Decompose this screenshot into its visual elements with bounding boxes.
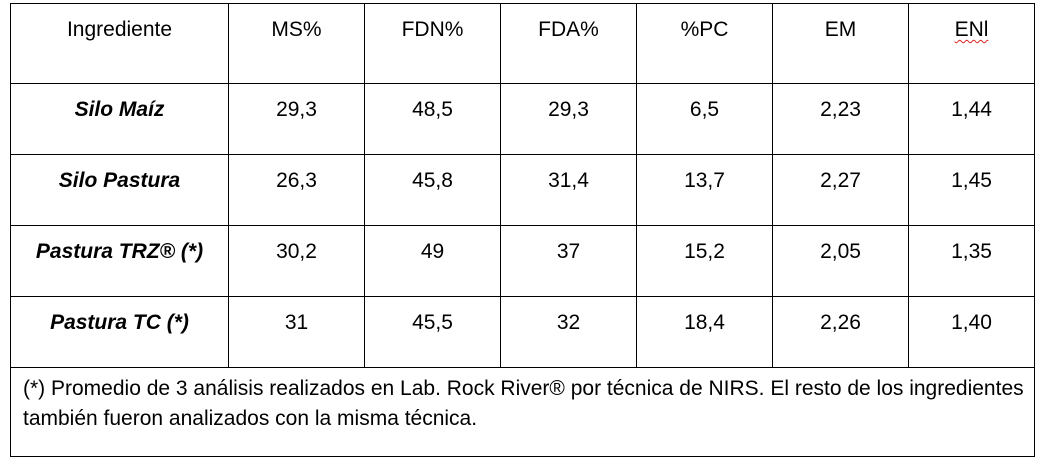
header-row: Ingrediente MS% FDN% FDA% %PC EM ENl (10, 3, 1035, 84)
row-name-pastura-tc: Pastura TC (*) (10, 296, 229, 368)
cell-pc: 18,4 (636, 296, 773, 368)
cell-enl: 1,44 (908, 83, 1035, 155)
footnote-row: (*) Promedio de 3 análisis realizados en… (10, 367, 1035, 457)
cell-em: 2,23 (772, 83, 909, 155)
cell-em: 2,26 (772, 296, 909, 368)
cell-enl: 1,45 (908, 154, 1035, 226)
cell-pc: 6,5 (636, 83, 773, 155)
header-enl-text: ENl (954, 18, 989, 41)
header-cell-pc: %PC (636, 3, 773, 84)
header-cell-ingrediente: Ingrediente (10, 3, 229, 84)
row-name-silo-maiz: Silo Maíz (10, 83, 229, 155)
cell-fda: 32 (500, 296, 637, 368)
row-name-pastura-trz: Pastura TRZ® (*) (10, 225, 229, 297)
table-row: Pastura TRZ® (*) 30,2 49 37 15,2 2,05 1,… (10, 225, 1035, 297)
header-cell-fdn: FDN% (364, 3, 501, 84)
table-row: Pastura TC (*) 31 45,5 32 18,4 2,26 1,40 (10, 296, 1035, 368)
header-cell-ms: MS% (228, 3, 365, 84)
cell-em: 2,05 (772, 225, 909, 297)
cell-fdn: 49 (364, 225, 501, 297)
row-name-silo-pastura: Silo Pastura (10, 154, 229, 226)
footnote-text: (*) Promedio de 3 análisis realizados en… (10, 367, 1035, 457)
cell-fdn: 48,5 (364, 83, 501, 155)
cell-enl: 1,35 (908, 225, 1035, 297)
table-row: Silo Maíz 29,3 48,5 29,3 6,5 2,23 1,44 (10, 83, 1035, 155)
nutrition-table: Ingrediente MS% FDN% FDA% %PC EM ENl Sil… (10, 3, 1035, 457)
header-cell-enl: ENl (908, 3, 1035, 84)
cell-fdn: 45,5 (364, 296, 501, 368)
cell-fda: 31,4 (500, 154, 637, 226)
cell-fda: 29,3 (500, 83, 637, 155)
cell-em: 2,27 (772, 154, 909, 226)
cell-ms: 31 (228, 296, 365, 368)
cell-enl: 1,40 (908, 296, 1035, 368)
cell-fdn: 45,8 (364, 154, 501, 226)
cell-pc: 15,2 (636, 225, 773, 297)
header-cell-em: EM (772, 3, 909, 84)
cell-ms: 30,2 (228, 225, 365, 297)
table-row: Silo Pastura 26,3 45,8 31,4 13,7 2,27 1,… (10, 154, 1035, 226)
cell-fda: 37 (500, 225, 637, 297)
header-cell-fda: FDA% (500, 3, 637, 84)
cell-ms: 26,3 (228, 154, 365, 226)
cell-ms: 29,3 (228, 83, 365, 155)
cell-pc: 13,7 (636, 154, 773, 226)
